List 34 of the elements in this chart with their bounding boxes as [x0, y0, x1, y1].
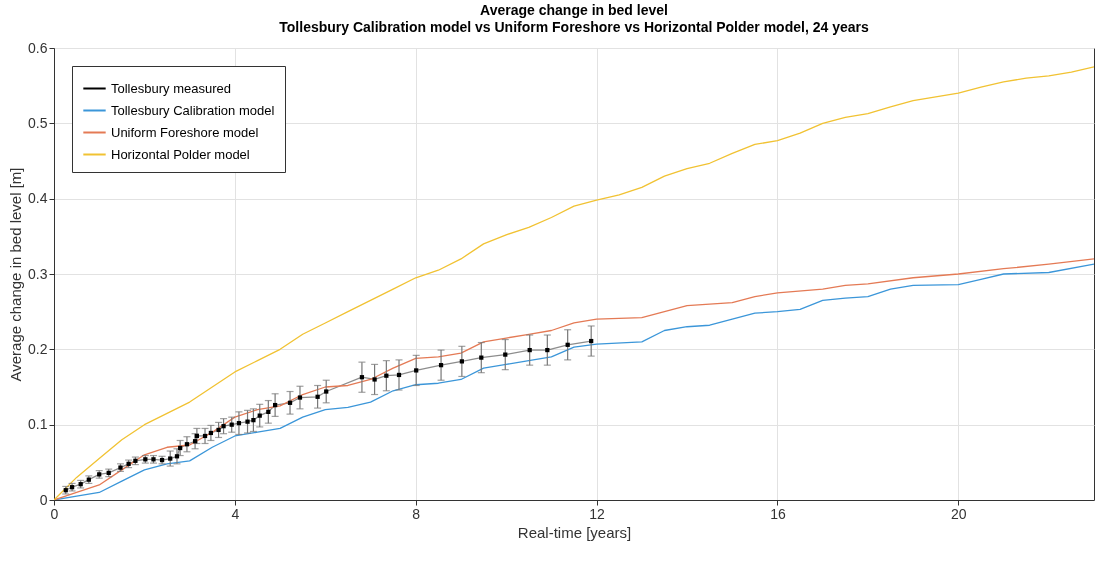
point — [245, 419, 250, 424]
y-tick-label: 0.5 — [28, 114, 48, 131]
y-tick-label: 0.1 — [28, 416, 48, 433]
point — [414, 368, 419, 373]
x-tick-label: 0 — [50, 505, 59, 522]
x-tick-label: 12 — [589, 505, 606, 522]
x-tick-label: 8 — [412, 505, 421, 522]
y-tick-label: 0.3 — [28, 265, 48, 282]
y-tick-label: 0 — [39, 491, 48, 508]
point — [168, 456, 173, 461]
chart-title: Average change in bed level — [480, 2, 668, 18]
y-tick-label: 0.4 — [28, 190, 48, 207]
point — [503, 352, 508, 357]
point — [251, 418, 256, 423]
x-tick-label: 4 — [231, 505, 240, 522]
chart-subtitle: Tollesbury Calibration model vs Uniform Foreshore vs Horizontal Polder model, 24 years — [279, 19, 869, 35]
x-tick-label: 20 — [951, 505, 967, 522]
point — [459, 359, 464, 364]
point — [324, 389, 329, 394]
point — [372, 377, 377, 382]
point — [297, 395, 303, 400]
y-tick-label: 0.6 — [28, 39, 48, 56]
x-tick-label: 16 — [770, 505, 786, 522]
legend-label: Horizontal Polder model — [111, 146, 250, 162]
y-axis-title: Average change in bed level [m] — [7, 167, 25, 382]
point — [216, 427, 221, 433]
legend-label: Uniform Foreshore model — [111, 124, 259, 140]
legend-label: Tollesbury Calibration model — [111, 102, 275, 118]
y-tick-label: 0.2 — [28, 340, 48, 357]
legend-label: Tollesbury measured — [111, 80, 231, 96]
point — [315, 394, 320, 399]
point — [479, 355, 484, 360]
point — [221, 424, 226, 429]
x-axis-title: Real-time [years] — [517, 523, 632, 541]
